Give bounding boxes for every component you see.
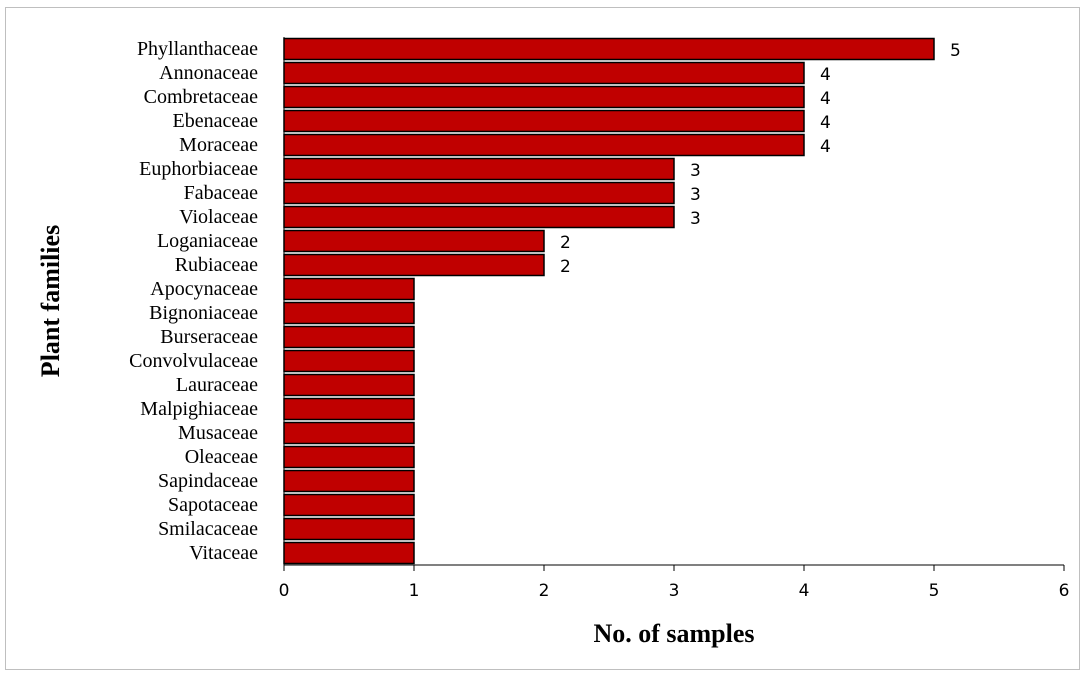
- data-label: 4: [820, 137, 831, 157]
- category-label: Annonaceae: [159, 62, 258, 84]
- x-tick-label: 0: [279, 581, 290, 601]
- category-label: Euphorbiaceae: [139, 158, 258, 180]
- bar: [283, 469, 415, 493]
- bar: [283, 421, 415, 445]
- data-label: 4: [820, 113, 831, 133]
- bar: [283, 445, 415, 469]
- bar-chart: PhyllanthaceaeAnnonaceaeCombretaceaeEben…: [36, 37, 1070, 648]
- category-label: Musaceae: [178, 422, 258, 444]
- bar: [283, 517, 415, 541]
- bar: [283, 253, 545, 277]
- x-axis: 0 1 2 3 4 5 6: [279, 37, 1070, 601]
- data-label: 3: [690, 209, 701, 229]
- category-label: Violaceae: [179, 206, 258, 228]
- category-label: Burseraceae: [160, 326, 258, 348]
- category-label: Phyllanthaceae: [137, 38, 258, 60]
- category-labels: PhyllanthaceaeAnnonaceaeCombretaceaeEben…: [129, 38, 258, 564]
- bar: [283, 229, 545, 253]
- chart-frame: Phyllanthaceae Annonaceae Combretaceae Eben…: [5, 7, 1080, 670]
- bar: [283, 205, 675, 229]
- bar: [283, 397, 415, 421]
- category-label: Ebenaceae: [173, 110, 259, 132]
- bar: [283, 85, 805, 109]
- x-tick-label: 3: [669, 581, 680, 601]
- category-label: Oleaceae: [185, 446, 258, 468]
- data-label: 2: [560, 257, 571, 277]
- bars-group: [283, 37, 935, 565]
- x-tick-label: 4: [799, 581, 810, 601]
- category-label: Bignoniaceae: [149, 302, 258, 324]
- category-label: Sapotaceae: [168, 494, 258, 516]
- bar: [283, 37, 935, 61]
- bar: [283, 325, 415, 349]
- category-label: Moraceae: [179, 134, 258, 156]
- bar: [283, 277, 415, 301]
- category-label: Apocynaceae: [150, 278, 258, 300]
- data-label: 3: [690, 161, 701, 181]
- category-label: Loganiaceae: [157, 230, 258, 252]
- bar: [283, 349, 415, 373]
- bar: [283, 157, 675, 181]
- y-axis-title: Plant families: [36, 225, 65, 377]
- bar: [283, 181, 675, 205]
- data-labels: 5 4 4 4 4 3 3 3 2 2: [560, 41, 961, 277]
- bar: [283, 301, 415, 325]
- bar: [283, 61, 805, 85]
- category-label: Combretaceae: [144, 86, 258, 108]
- bar: [283, 133, 805, 157]
- bar: [283, 493, 415, 517]
- x-tick-label: 2: [539, 581, 550, 601]
- data-label: 4: [820, 89, 831, 109]
- category-label: Rubiaceae: [175, 254, 258, 276]
- bar: [283, 109, 805, 133]
- data-label: 5: [950, 41, 961, 61]
- category-label: Fabaceae: [184, 182, 259, 204]
- category-label: Sapindaceae: [158, 470, 258, 492]
- x-tick-label: 5: [929, 581, 940, 601]
- category-label: Malpighiaceae: [140, 398, 258, 420]
- data-label: 3: [690, 185, 701, 205]
- category-label: Vitaceae: [189, 542, 258, 564]
- x-tick-label: 1: [409, 581, 420, 601]
- x-tick-label: 6: [1059, 581, 1070, 601]
- x-axis-title: No. of samples: [593, 619, 754, 648]
- bar: [283, 541, 415, 565]
- category-label: Smilacaceae: [158, 518, 258, 540]
- category-label: Convolvulaceae: [129, 350, 258, 372]
- category-label: Lauraceae: [176, 374, 258, 396]
- data-label: 4: [820, 65, 831, 85]
- data-label: 2: [560, 233, 571, 253]
- bar: [283, 373, 415, 397]
